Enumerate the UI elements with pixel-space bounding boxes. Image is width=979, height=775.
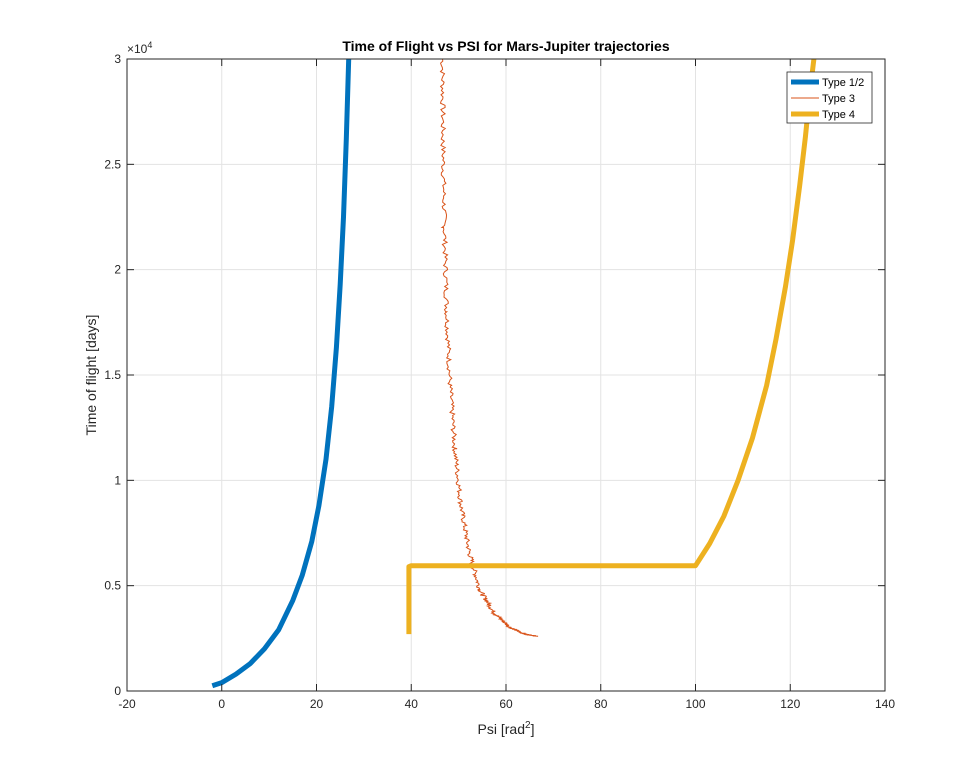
series-line-type-4: [406, 59, 817, 635]
y-tick-label: 3: [114, 52, 121, 66]
x-axis-title-superscript: 2: [525, 720, 531, 731]
legend: Type 1/2 Type 3 Type 4: [786, 71, 873, 124]
x-axis-title: Psi [rad2]: [478, 720, 535, 737]
x-tick-label: 20: [310, 697, 324, 711]
x-tick-label: 0: [218, 697, 225, 711]
y-tick-label: 1: [114, 473, 121, 487]
legend-label-type-4: Type 4: [822, 109, 855, 121]
y-axis-title: Time of flight [days]: [83, 315, 99, 436]
x-tick-label: 80: [594, 697, 608, 711]
x-tick-label: 40: [405, 697, 419, 711]
series-line-type-1-2: [211, 59, 352, 689]
y-axis-ticks: 0 0.5 1 1.5 2 2.5 3: [104, 52, 885, 698]
y-tick-label: 1.5: [104, 368, 121, 382]
y-tick-label: 2: [114, 263, 121, 277]
chart-title: Time of Flight vs PSI for Mars-Jupiter t…: [342, 38, 669, 54]
series-line-type-3: [439, 59, 539, 637]
legend-entries: Type 1/2 Type 3 Type 4: [791, 77, 864, 121]
series-layer: [211, 59, 817, 689]
x-axis-title-main: Psi [rad: [478, 721, 525, 737]
x-tick-label: 100: [685, 697, 705, 711]
y-axis-exponent-base: ×10: [127, 42, 148, 56]
y-axis-exponent-power: 4: [147, 40, 152, 50]
x-tick-label: 120: [780, 697, 800, 711]
y-axis-exponent: ×104: [127, 40, 152, 56]
x-tick-label: 60: [499, 697, 513, 711]
x-axis-ticks: -20 0 20 40 60 80 100 120 140: [118, 59, 895, 711]
x-axis-title-suffix: ]: [531, 721, 535, 737]
y-tick-label: 2.5: [104, 157, 121, 171]
y-tick-label: 0: [114, 684, 121, 698]
y-gridlines: [127, 163, 885, 587]
y-tick-label: 0.5: [104, 579, 121, 593]
x-tick-label: 140: [875, 697, 895, 711]
x-tick-label: -20: [118, 697, 136, 711]
legend-label-type-3: Type 3: [822, 93, 855, 105]
legend-label-type-1-2: Type 1/2: [822, 77, 864, 89]
